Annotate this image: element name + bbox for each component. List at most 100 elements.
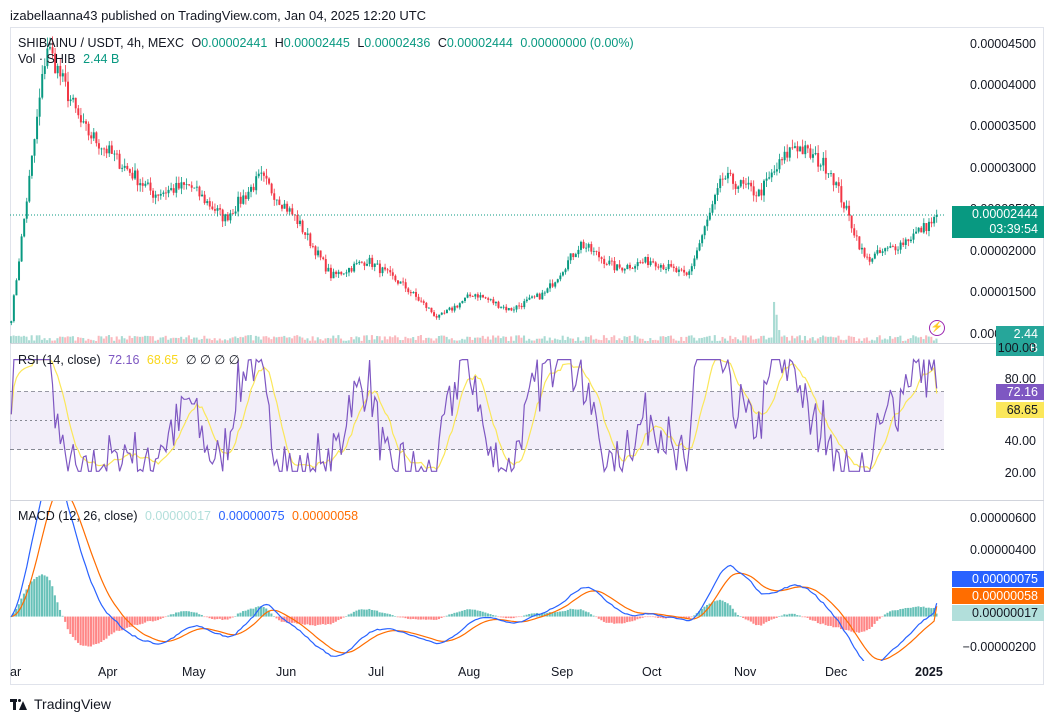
- candle-body: [518, 305, 521, 307]
- candle-body: [474, 294, 477, 297]
- macd-hist-bar: [783, 614, 786, 617]
- macd-hist-bar: [38, 575, 41, 617]
- volume-bar: [10, 336, 13, 343]
- volume-bar: [873, 340, 876, 343]
- volume-bar: [89, 339, 92, 343]
- macd-hist-bar: [309, 616, 312, 626]
- macd-pane[interactable]: [10, 501, 944, 661]
- volume-bar: [559, 339, 562, 343]
- volume-bar: [383, 336, 386, 343]
- candle-body: [152, 190, 155, 198]
- volume-bar: [736, 339, 740, 343]
- volume-bar: [724, 338, 727, 343]
- candle-body: [198, 186, 201, 197]
- candle-body: [902, 242, 905, 245]
- macd-hist-bar: [229, 616, 232, 619]
- volume-bar: [450, 338, 453, 343]
- candle-body: [479, 295, 482, 298]
- candle-body: [652, 261, 655, 263]
- volume-bar: [190, 339, 193, 343]
- hist-badge: 0.00000017: [952, 605, 1044, 621]
- rsi-ma-value: 68.65: [146, 353, 179, 367]
- macd-label[interactable]: MACD (12, 26, close): [18, 509, 138, 523]
- volume-bar: [283, 335, 286, 343]
- volume-bar: [706, 336, 709, 343]
- candle-body: [690, 266, 693, 272]
- macd-hist-bar: [126, 616, 129, 628]
- volume-bar: [564, 340, 567, 343]
- macd-hist-bar: [595, 616, 598, 618]
- candle-body: [64, 73, 67, 82]
- volume-bar: [376, 335, 379, 343]
- symbol-label[interactable]: SHIBAINU / USDT, 4h, MEXC: [18, 36, 185, 50]
- volume-bar: [522, 335, 526, 343]
- macd-hist-bar: [370, 609, 373, 617]
- lightning-icon[interactable]: ⚡: [929, 320, 945, 336]
- volume-bar: [770, 337, 773, 343]
- volume-bar: [742, 335, 745, 343]
- rsi-chart[interactable]: [10, 344, 944, 500]
- candle-body: [440, 312, 443, 315]
- macd-hist-bar: [383, 613, 386, 617]
- macd-hist-bar: [881, 616, 884, 618]
- macd-hist-bar: [466, 609, 469, 617]
- macd-hist-bar: [796, 615, 799, 617]
- rsi-label[interactable]: RSI (14, close): [18, 353, 101, 367]
- macd-signal-value: 0.00000058: [292, 509, 359, 523]
- candle-body: [799, 146, 802, 152]
- candle-body: [417, 296, 420, 301]
- macd-hist-bar: [448, 614, 451, 617]
- macd-signal-line: [11, 501, 938, 661]
- pane-separator-2[interactable]: [10, 500, 1044, 501]
- tradingview-logo[interactable]: TradingView: [10, 696, 111, 712]
- volume-bar: [113, 340, 116, 343]
- candle-body: [714, 194, 717, 205]
- volume-bar: [177, 338, 180, 343]
- time-axis-sep: Sep: [551, 665, 574, 679]
- candle-body: [775, 169, 778, 172]
- candle-body: [203, 194, 206, 204]
- candle-body: [830, 173, 833, 175]
- price-chart[interactable]: [10, 28, 944, 343]
- candle-body: [853, 228, 856, 236]
- candle-body: [721, 178, 724, 180]
- macd-hist-bar: [342, 616, 345, 618]
- macd-hist-bar: [889, 611, 892, 617]
- rsi-empty-values: ∅ ∅ ∅ ∅: [185, 353, 240, 367]
- macd-hist-bar: [87, 616, 90, 647]
- volume-bar: [896, 336, 899, 343]
- macd-hist-bar: [198, 614, 201, 617]
- macd-hist-bar: [406, 616, 410, 619]
- candle-body: [739, 180, 742, 187]
- candle-body: [515, 305, 518, 310]
- volume-bar: [626, 336, 629, 343]
- volume-bar: [894, 337, 897, 343]
- candle-body: [778, 159, 781, 170]
- volume-bar: [391, 337, 394, 343]
- volume-bar: [881, 339, 884, 343]
- candle-body: [28, 175, 31, 202]
- volume-bar: [102, 338, 105, 343]
- macd-hist-bar: [608, 616, 611, 623]
- volume-bar: [254, 335, 257, 343]
- candle-body: [845, 205, 848, 209]
- volume-bar: [56, 338, 59, 343]
- pane-separator-1[interactable]: [10, 343, 1044, 344]
- volume-bar: [182, 339, 185, 343]
- macd-hist-bar: [644, 616, 647, 618]
- macd-chart[interactable]: [10, 501, 944, 661]
- macd-hist-bar: [136, 616, 139, 626]
- macd-hist-bar: [765, 616, 768, 623]
- macd-hist-bar: [919, 607, 923, 617]
- volume-bar: [226, 340, 229, 343]
- macd-badge: 0.00000075: [952, 571, 1044, 587]
- rsi-pane[interactable]: [10, 344, 944, 500]
- macd-hist-bar: [638, 616, 642, 619]
- candle-body: [837, 182, 840, 187]
- volume-label[interactable]: Vol · SHIB: [18, 52, 76, 66]
- candle-body: [74, 97, 77, 109]
- volume-bar: [327, 337, 330, 343]
- rsi-axis-80: 80.00: [1004, 372, 1036, 386]
- time-axis-2025: 2025: [915, 665, 943, 679]
- price-pane[interactable]: [10, 28, 944, 343]
